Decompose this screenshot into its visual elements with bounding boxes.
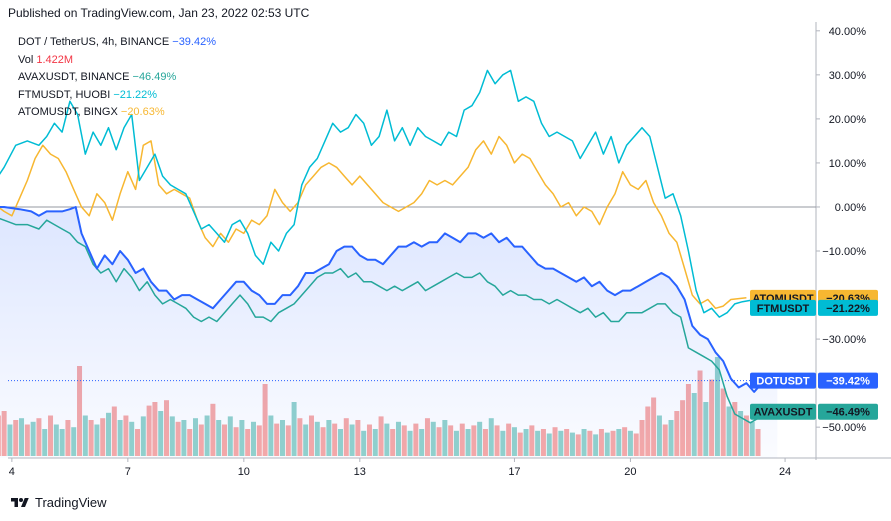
price-tag-value-box — [818, 299, 878, 316]
series-line-ftmusdt — [0, 69, 751, 318]
price-tag-name: DOTUSDT — [756, 376, 809, 388]
brand-name: TradingView — [35, 495, 107, 510]
price-tag-value: −46.49% — [826, 407, 870, 419]
dot-area-fill — [0, 207, 778, 458]
y-tick-label: 20.00% — [829, 114, 867, 126]
series-line-dot-tetherus — [0, 206, 778, 393]
price-tag-value: −21.22% — [826, 303, 870, 315]
price-tag-value-box — [818, 403, 878, 420]
y-tick-label: 10.00% — [829, 158, 867, 170]
x-tick-label: 4 — [9, 466, 15, 478]
legend-value: 1.422M — [36, 53, 74, 66]
y-tick-label: −50.00% — [822, 422, 866, 434]
published-header: Published on TradingView.com, Jan 23, 20… — [8, 6, 309, 20]
legend-value: −46.49% — [132, 71, 177, 83]
legend-label: Vol — [18, 53, 34, 66]
legend-value: −20.63% — [120, 106, 165, 118]
tradingview-logo-icon — [11, 497, 29, 507]
legend-label: ATOMUSDT, BINGX — [18, 106, 118, 118]
x-tick-label: 20 — [624, 466, 636, 478]
legend-row-dot[interactable]: DOT / TetherUS, 4h, BINANCE −39.42% — [18, 34, 216, 52]
price-tag-value: −39.42% — [826, 376, 870, 388]
legend-label: DOT / TetherUS, 4h, BINANCE — [18, 36, 170, 48]
x-tick-label: 7 — [125, 466, 131, 478]
y-tick-label: −10.00% — [822, 246, 866, 258]
y-tick-label: 0.00% — [835, 202, 866, 214]
price-tag-name: AVAXUSDT — [754, 407, 813, 419]
legend-label: FTMUSDT, HUOBI — [18, 88, 111, 101]
series-line-avaxusdt — [0, 217, 778, 424]
series-line-atomusdt — [0, 135, 747, 310]
legend-row-atom[interactable]: ATOMUSDT, BINGX −20.63% — [18, 104, 216, 122]
price-tag-name-box — [750, 299, 816, 316]
x-tick-label: 24 — [779, 466, 791, 478]
legend-row-avax[interactable]: AVAXUSDT, BINANCE −46.49% — [18, 69, 216, 87]
x-tick-label: 13 — [354, 466, 366, 478]
price-tag-name: FTMUSDT — [757, 303, 810, 315]
legend-row-vol[interactable]: Vol 1.422M — [18, 52, 216, 70]
price-tag-value-box — [818, 372, 878, 389]
footer-brand[interactable]: TradingView — [10, 495, 107, 510]
y-tick-label: 40.00% — [829, 26, 867, 38]
legend-value: −39.42% — [172, 36, 216, 48]
legend-value: −21.22% — [113, 88, 158, 101]
legend-row-ftm[interactable]: FTMUSDT, HUOBI −21.22% — [18, 87, 216, 105]
x-tick-label: 10 — [238, 466, 250, 478]
published-text: Published on TradingView.com, Jan 23, 20… — [8, 6, 310, 20]
price-tag-name-box — [750, 372, 816, 389]
legend-label: AVAXUSDT, BINANCE — [18, 71, 130, 83]
x-tick-label: 17 — [508, 466, 520, 478]
price-tag-name-box — [750, 403, 816, 420]
legend: DOT / TetherUS, 4h, BINANCE −39.42% Vol … — [18, 34, 216, 122]
y-tick-label: 30.00% — [829, 70, 867, 82]
y-tick-label: −30.00% — [822, 334, 866, 346]
